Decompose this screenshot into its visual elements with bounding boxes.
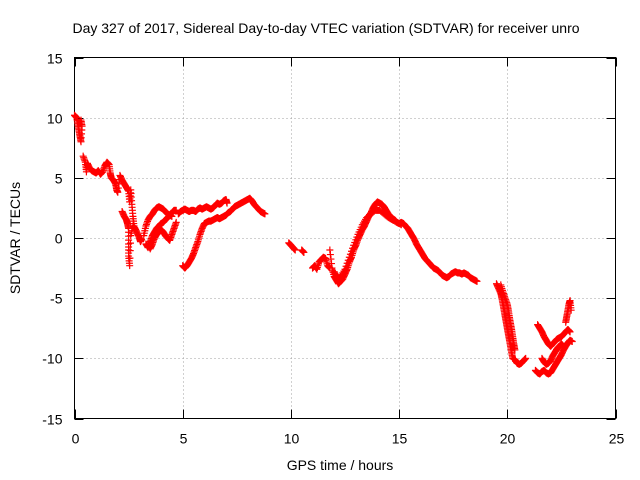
y-tick-label: -15 xyxy=(42,412,62,428)
data-point xyxy=(568,337,576,345)
data-point xyxy=(291,246,299,254)
y-axis-label: SDTVAR / TECUs xyxy=(7,182,23,294)
data-point xyxy=(522,354,530,362)
y-tick-label: 10 xyxy=(47,111,63,127)
data-point xyxy=(397,221,405,229)
x-tick-label: 10 xyxy=(284,431,300,447)
x-tick-label: 25 xyxy=(609,431,625,447)
data-point xyxy=(126,239,134,247)
data-point xyxy=(473,277,481,285)
data-point xyxy=(343,259,351,267)
data-point xyxy=(344,256,352,264)
data-point xyxy=(347,247,355,255)
data-point xyxy=(567,306,575,314)
x-tick-label: 5 xyxy=(180,431,188,447)
x-tick-label: 15 xyxy=(392,431,408,447)
chart-title: Day 327 of 2017, Sidereal Day-to-day VTE… xyxy=(72,20,579,36)
data-point xyxy=(126,247,134,255)
data-point xyxy=(511,346,519,354)
data-point xyxy=(346,250,354,258)
data-point xyxy=(261,210,269,218)
data-point xyxy=(223,199,231,207)
data-point xyxy=(560,342,568,350)
data-point xyxy=(300,248,308,256)
axis-ticks: 0 5 10 15 20 25 -15 -10 -5 0 5 10 15 xyxy=(42,51,624,447)
data-point xyxy=(349,244,357,252)
data-point xyxy=(138,235,146,243)
data-point xyxy=(126,262,134,270)
data-point xyxy=(342,262,350,270)
data-point xyxy=(341,265,349,273)
y-tick-label: -5 xyxy=(50,291,63,307)
data-point xyxy=(126,254,134,262)
data-point xyxy=(566,328,574,336)
grid xyxy=(74,57,616,419)
data-point xyxy=(345,253,353,261)
data-markers xyxy=(71,111,576,378)
y-tick-label: -10 xyxy=(42,351,62,367)
x-tick-label: 20 xyxy=(500,431,516,447)
y-tick-label: 0 xyxy=(55,231,63,247)
data-point xyxy=(77,116,85,124)
data-point xyxy=(172,218,180,226)
y-tick-label: 5 xyxy=(55,171,63,187)
data-point xyxy=(396,220,404,228)
x-axis-label: GPS time / hours xyxy=(287,457,394,473)
y-tick-label: 15 xyxy=(47,51,63,67)
x-tick-label: 0 xyxy=(72,431,80,447)
